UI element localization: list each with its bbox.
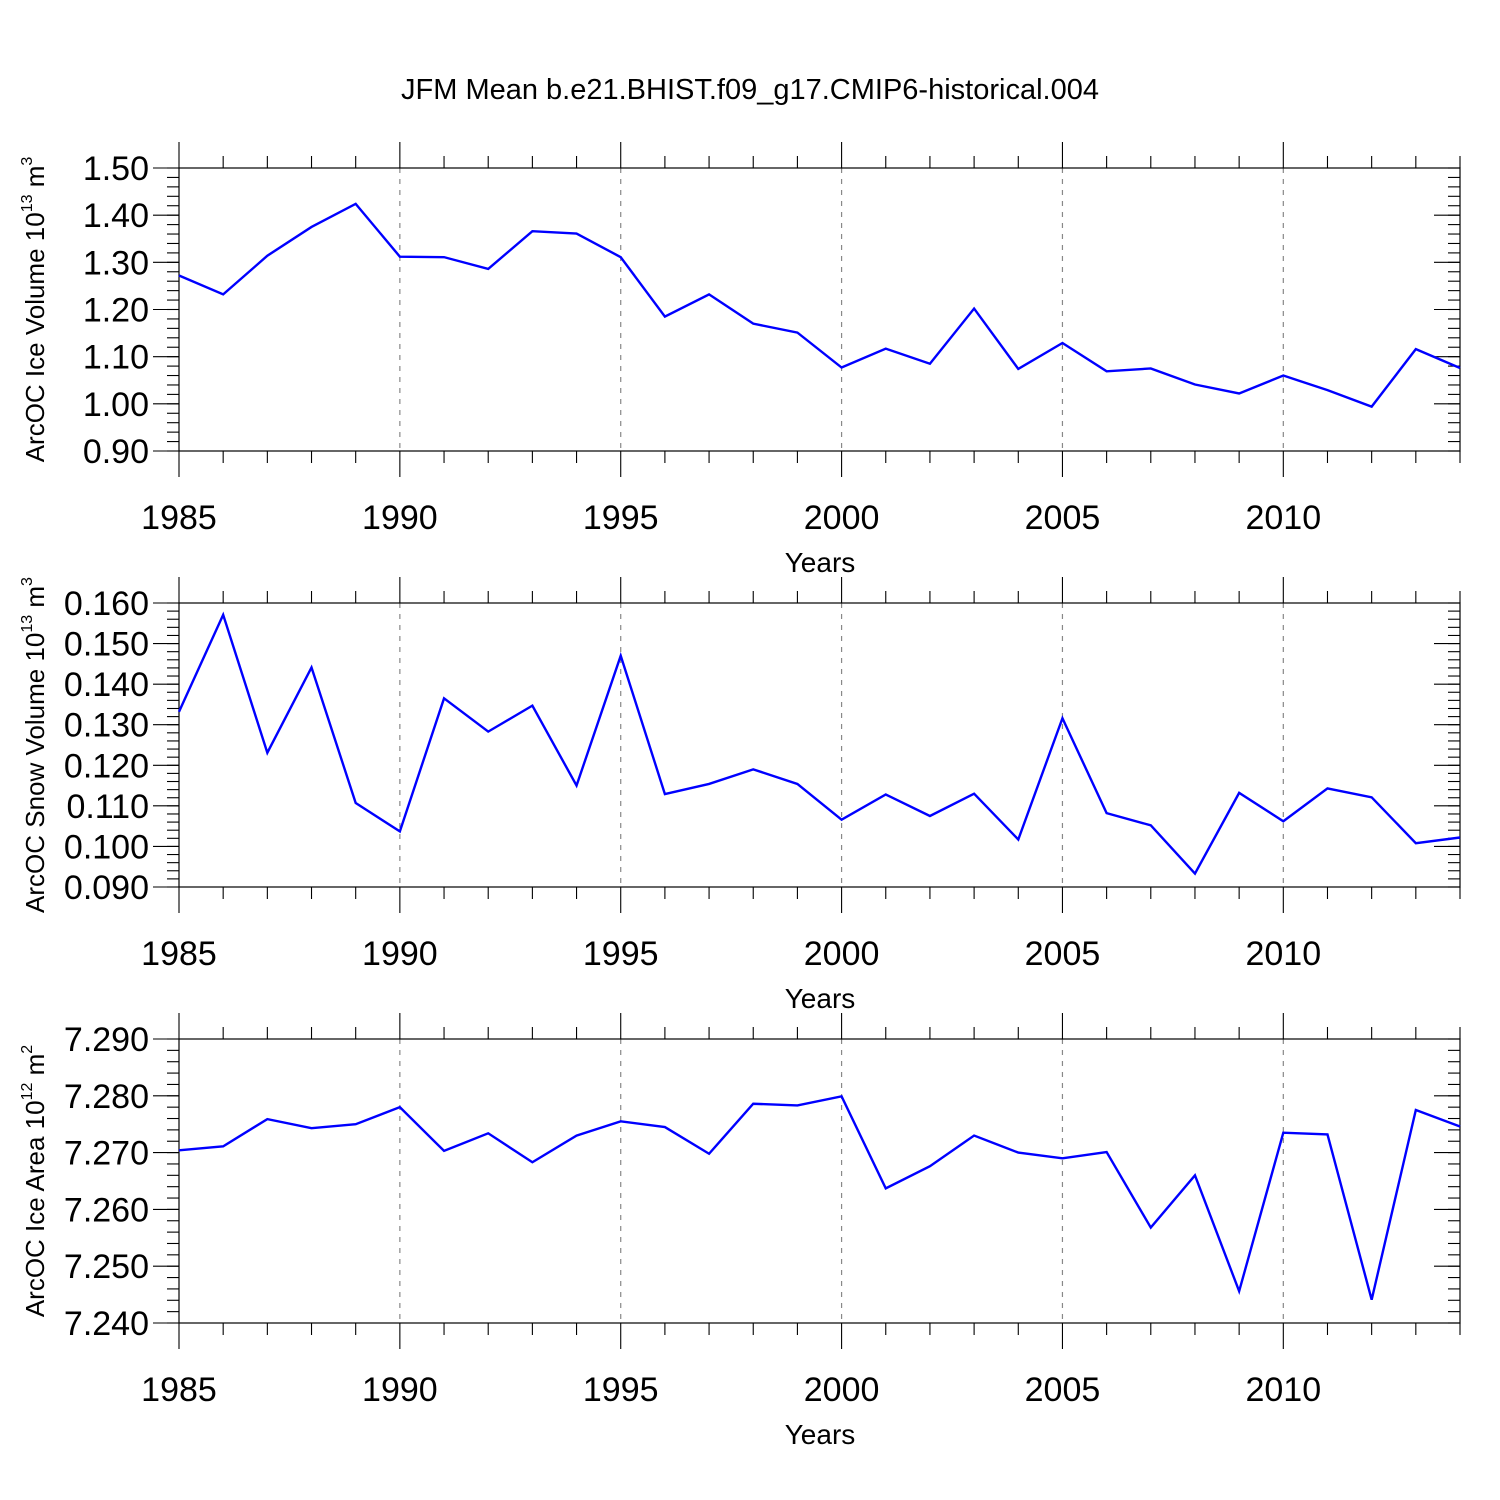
y-axis-label: ArcOC Snow Volume 1013 m3 [19, 577, 50, 913]
x-tick-label: 1995 [583, 935, 659, 973]
plot-frame [178, 602, 1461, 888]
x-tick-label: 2005 [1025, 935, 1101, 973]
y-tick-label: 0.120 [64, 747, 149, 785]
x-tick-label: 1990 [362, 1371, 438, 1409]
x-axis-label: Years [785, 547, 856, 578]
y-tick-label: 0.090 [64, 869, 149, 907]
y-tick-label: 1.30 [83, 244, 149, 282]
y-tick-label: 7.260 [64, 1191, 149, 1229]
panel-3: 1985 1990 1995 2000 2005 2010 7.240 7.250 7.260 7… [19, 1013, 1461, 1450]
x-tick-label: 2000 [804, 1371, 880, 1409]
series-line-ice-area [178, 1095, 1461, 1301]
x-tick-label: 2010 [1245, 1371, 1321, 1409]
x-tick-label: 2010 [1245, 935, 1321, 973]
x-tick-label: 2000 [804, 935, 880, 973]
y-tick-label: 0.130 [64, 707, 149, 745]
y-tick-label: 7.240 [64, 1305, 149, 1343]
y-tick-label: 1.20 [83, 292, 149, 330]
x-axis-label: Years [785, 983, 856, 1014]
plot-frame [178, 1038, 1461, 1324]
x-tick-label: 2010 [1245, 499, 1321, 537]
y-tick-label: 1.00 [83, 386, 149, 424]
y-tick-label: 0.140 [64, 666, 149, 704]
y-tick-label: 7.250 [64, 1248, 149, 1286]
x-tick-label: 1990 [362, 499, 438, 537]
y-tick-label: 7.280 [64, 1078, 149, 1116]
y-tick-label: 0.100 [64, 828, 149, 866]
y-tick-label: 0.110 [66, 788, 149, 826]
x-tick-label: 1985 [141, 499, 217, 537]
x-axis-label: Years [785, 1419, 856, 1450]
y-tick-label: 0.90 [83, 433, 149, 471]
figure-title: JFM Mean b.e21.BHIST.f09_g17.CMIP6-histo… [401, 74, 1099, 106]
y-tick-label: 1.50 [83, 150, 149, 188]
panels: 1985 1990 1995 2000 2005 2010 0.90 1.00 1.10 1.20… [19, 142, 1461, 1450]
y-tick-label: 0.160 [64, 585, 149, 623]
x-tick-label: 2005 [1025, 499, 1101, 537]
panel-2: 1985 1990 1995 2000 2005 20100.0900.1000.1100… [19, 577, 1461, 1014]
y-tick-label: 0.150 [64, 626, 149, 664]
series-line-ice-volume [178, 202, 1461, 409]
x-tick-label: 2005 [1025, 1371, 1101, 1409]
y-tick-label: 1.10 [83, 339, 149, 377]
plot-frame [178, 167, 1461, 452]
y-axis-label: ArcOC Ice Area 1012 m2 [19, 1045, 50, 1317]
panel-1: 1985 1990 1995 2000 2005 2010 0.90 1.00 1.10 1.20… [19, 142, 1461, 578]
x-tick-label: 1995 [583, 499, 659, 537]
x-tick-label: 1995 [583, 1371, 659, 1409]
y-tick-label: 7.290 [64, 1021, 149, 1059]
x-tick-label: 1985 [141, 1371, 217, 1409]
series-line-snow-volume [177, 611, 1461, 876]
y-tick-label: 1.40 [83, 197, 149, 235]
y-axis-label: ArcOC Ice Volume 1013 m3 [19, 157, 50, 463]
x-tick-label: 2000 [804, 499, 880, 537]
x-tick-label: 1985 [141, 935, 217, 973]
x-tick-label: 1990 [362, 935, 438, 973]
y-tick-label: 7.270 [64, 1135, 149, 1173]
